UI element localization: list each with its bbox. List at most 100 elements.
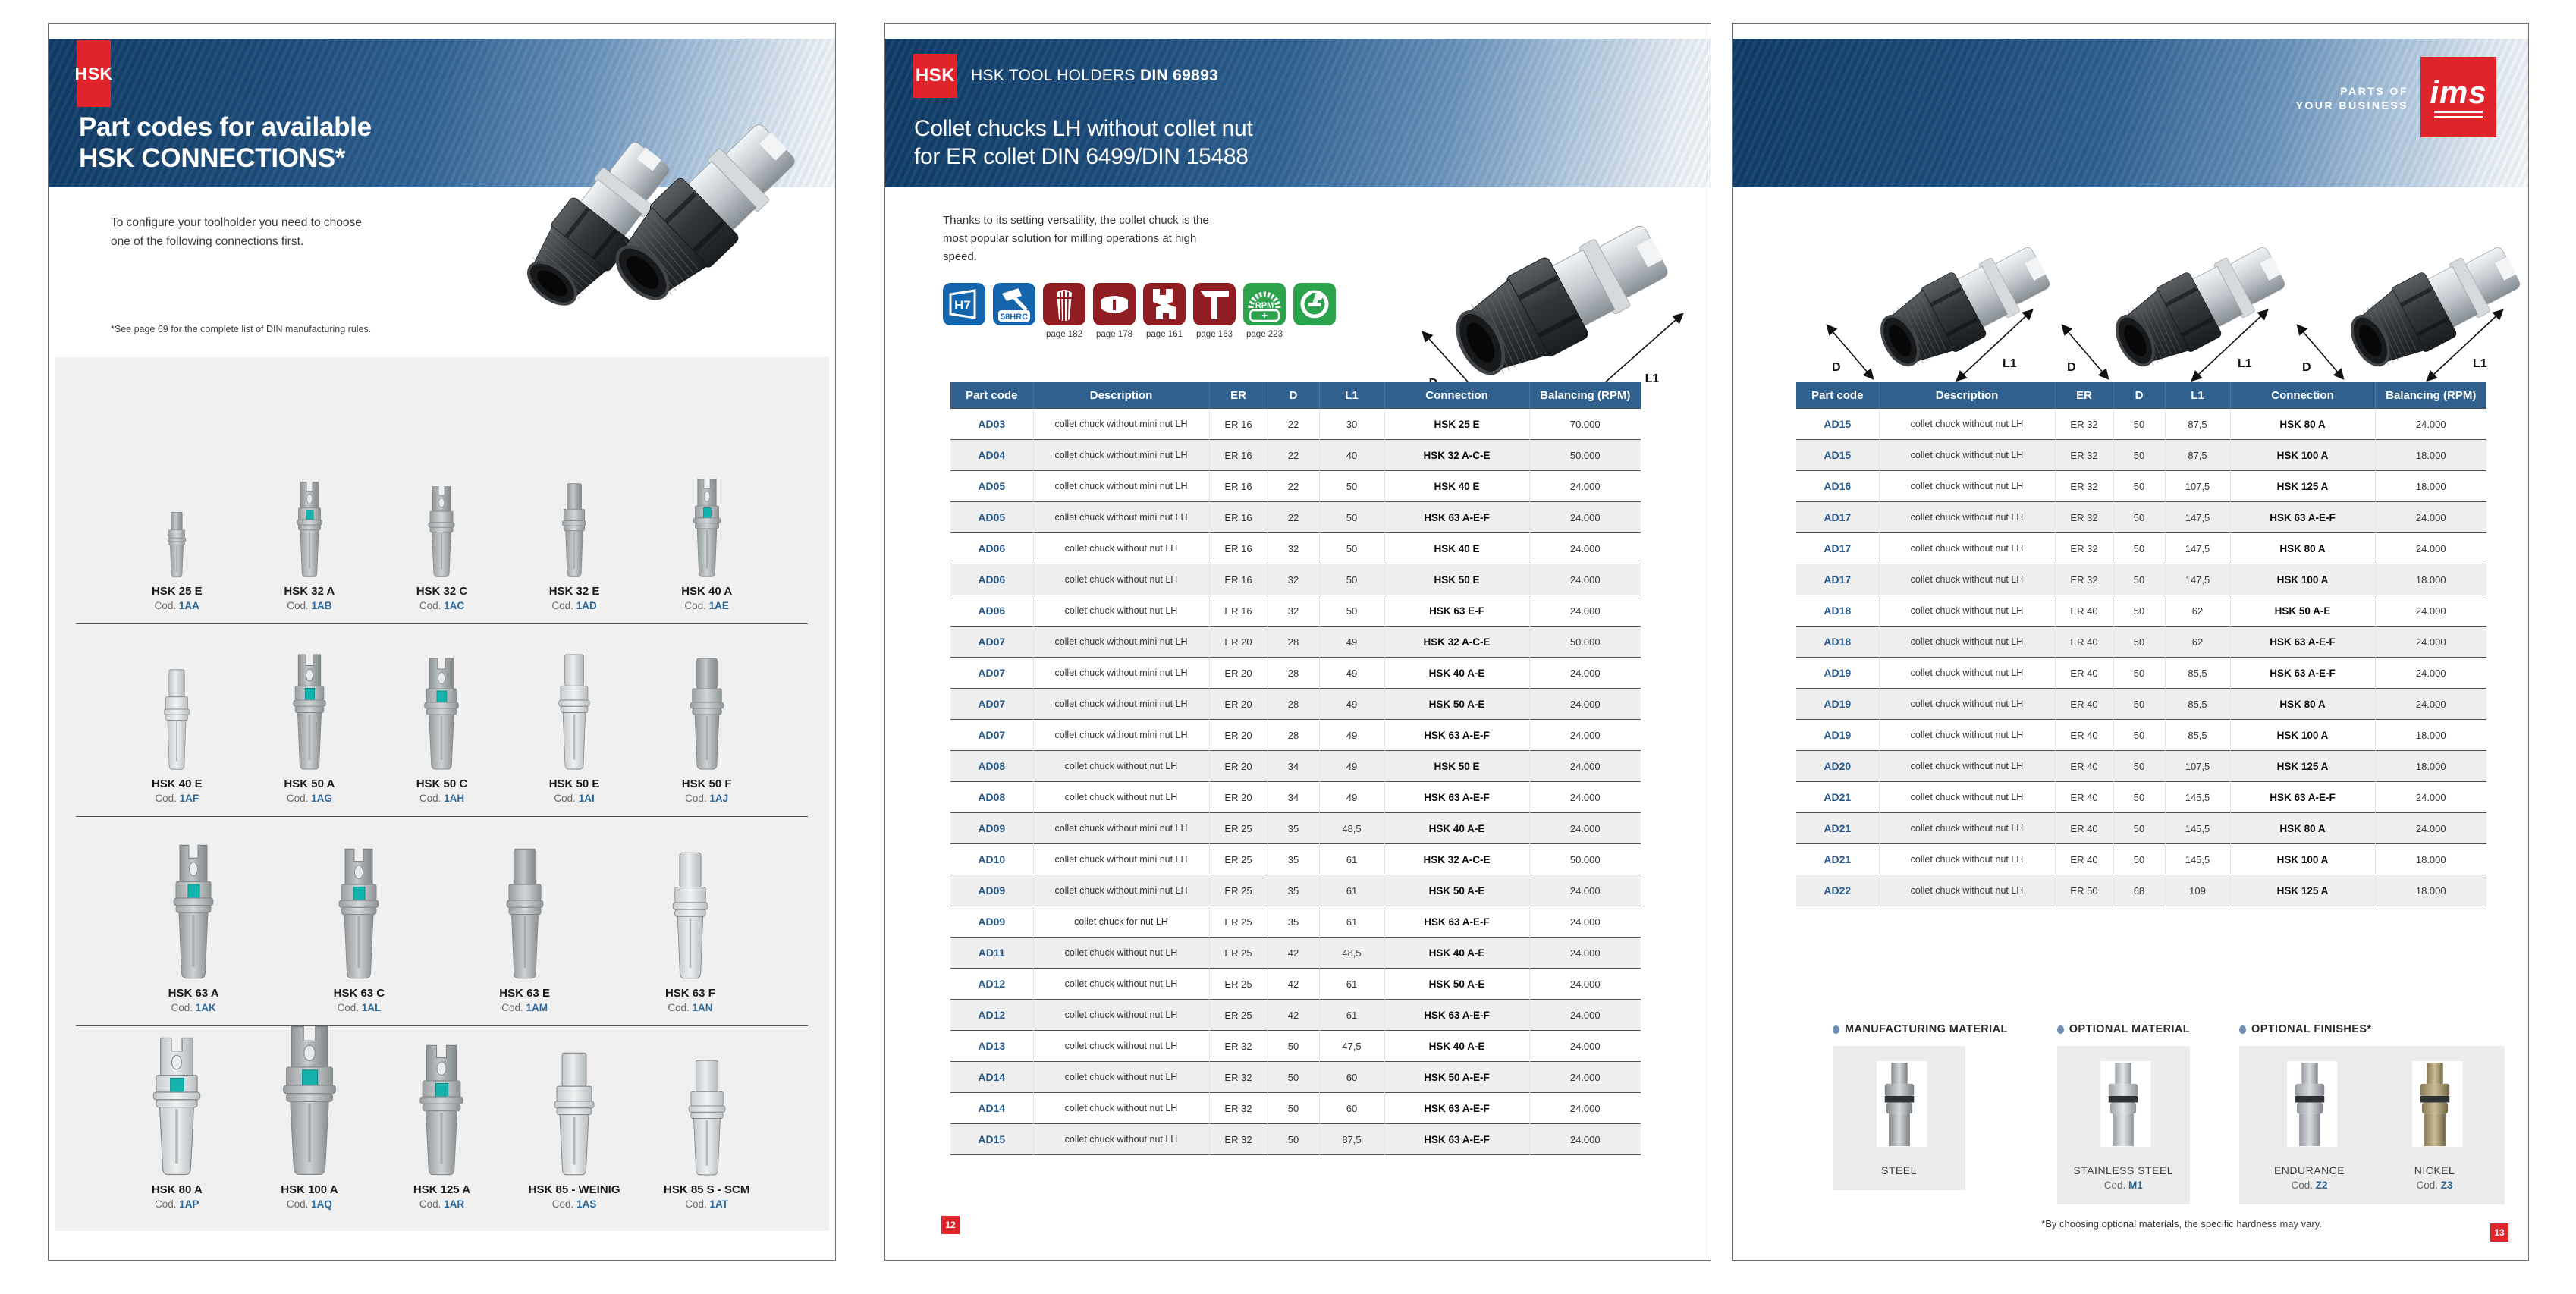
table-cell: 50 bbox=[2113, 564, 2165, 595]
table-cell: HSK 50 A-E bbox=[2229, 595, 2375, 627]
table-cell: HSK 63 A-E-F bbox=[1384, 1123, 1529, 1155]
table-cell: 24.000 bbox=[2374, 532, 2486, 564]
table-cell: HSK 40 A-E bbox=[1384, 657, 1529, 689]
parts-table: Part code Description ER D L1 Connection Balan… bbox=[950, 382, 1641, 1155]
connection-name: HSK 25 E bbox=[151, 585, 203, 598]
table-cell: 24.000 bbox=[1528, 719, 1641, 751]
table-cell: collet chuck without nut LH bbox=[1878, 750, 2055, 782]
material-item: STEEL bbox=[1842, 1061, 1956, 1176]
table-cell: collet chuck without nut LH bbox=[1878, 595, 2055, 627]
collet-chuck-photo bbox=[2326, 223, 2528, 394]
connection-code: Cod. 1AK bbox=[171, 1002, 216, 1013]
table-cell: AD19 bbox=[1824, 667, 1852, 679]
table-cell: AD08 bbox=[978, 791, 1006, 803]
intro-line1: Thanks to its setting versatility, the c… bbox=[943, 214, 1209, 227]
table-cell: 24.000 bbox=[1528, 688, 1641, 720]
table-cell: HSK 50 E bbox=[1384, 750, 1529, 782]
ims-logo-bars bbox=[2434, 110, 2483, 118]
ims-logo: ims bbox=[2420, 57, 2496, 137]
table-row: AD16 collet chuck without nut LH ER 32 50 10… bbox=[1796, 470, 2486, 502]
connection-item: HSK 50 A Cod. 1AG bbox=[243, 653, 376, 804]
table-cell: AD09 bbox=[978, 822, 1006, 834]
table-cell: 49 bbox=[1318, 688, 1384, 720]
table-cell: HSK 80 A bbox=[2229, 688, 2375, 720]
table-cell: AD05 bbox=[978, 511, 1006, 523]
table-cell: HSK 50 A-E-F bbox=[1384, 1061, 1529, 1093]
table-cell: 50 bbox=[1318, 595, 1384, 627]
dimension-annotations: D L1 bbox=[2296, 309, 2504, 382]
h7-tolerance-icon: H7 bbox=[943, 283, 985, 339]
connection-item: HSK 40 E Cod. 1AF bbox=[111, 668, 243, 804]
svg-text:+: + bbox=[1261, 309, 1268, 321]
material-section: OPTIONAL MATERIAL STAINLESS STEEL Cod. M… bbox=[2056, 1023, 2190, 1204]
table-cell: collet chuck without nut LH bbox=[1032, 1061, 1209, 1093]
toolholder-connection-image bbox=[554, 1052, 595, 1176]
connection-code: Cod. 1AP bbox=[155, 1198, 199, 1210]
connection-code: Cod. 1AF bbox=[155, 793, 199, 804]
table-cell: ER 16 bbox=[1208, 564, 1268, 595]
table-cell: 147,5 bbox=[2164, 532, 2230, 564]
material-sample-image bbox=[2411, 1061, 2462, 1148]
connection-code: Cod. 1AJ bbox=[685, 793, 729, 804]
hardness-58hrc-icon: 58HRC bbox=[993, 283, 1035, 339]
table-cell: HSK 50 A-E bbox=[1384, 688, 1529, 720]
table-cell: 50 bbox=[1267, 1061, 1319, 1093]
table-cell: AD19 bbox=[1824, 698, 1852, 710]
table-cell: collet chuck without nut LH bbox=[1032, 1030, 1209, 1062]
table-cell: 24.000 bbox=[2374, 812, 2486, 844]
connection-item: HSK 50 C Cod. 1AH bbox=[375, 657, 508, 804]
table-cell: collet chuck without nut LH bbox=[1878, 719, 2055, 751]
table-cell: HSK 50 E bbox=[1384, 564, 1529, 595]
table-cell: HSK 63 E-F bbox=[1384, 595, 1529, 627]
parts-table-container: Part code Description ER D L1 Connection Balan… bbox=[950, 382, 1641, 1155]
table-cell: 50 bbox=[2113, 719, 2165, 751]
table-cell: ER 25 bbox=[1208, 999, 1268, 1031]
toolholder-connection-image bbox=[296, 482, 322, 577]
table-cell: collet chuck without mini nut LH bbox=[1032, 875, 1209, 906]
table-cell: 50 bbox=[2113, 750, 2165, 782]
material-code: Cod. Z2 bbox=[2291, 1179, 2328, 1191]
table-cell: 50.000 bbox=[1528, 843, 1641, 875]
table-cell: 50 bbox=[2113, 501, 2165, 533]
connection-name: HSK 63 A bbox=[168, 987, 219, 1000]
table-cell: 18.000 bbox=[2374, 750, 2486, 782]
table-cell: 50.000 bbox=[1528, 626, 1641, 658]
table-cell: ER 40 bbox=[2054, 688, 2113, 720]
table-cell: collet chuck without nut LH bbox=[1878, 439, 2055, 471]
table-cell: 18.000 bbox=[2374, 439, 2486, 471]
table-row: AD17 collet chuck without nut LH ER 32 50 14… bbox=[1796, 532, 2486, 564]
table-row: AD19 collet chuck without nut LH ER 40 50 85… bbox=[1796, 719, 2486, 751]
toolholder-connection-image bbox=[693, 479, 721, 577]
connection-name: HSK 50 E bbox=[548, 777, 600, 790]
table-cell: 24.000 bbox=[1528, 1030, 1641, 1062]
clamping-key-icon: page 163 bbox=[1193, 283, 1236, 339]
column-header: Description bbox=[1878, 382, 2055, 409]
table-row: AD07 collet chuck without mini nut LH ER 2… bbox=[950, 719, 1641, 751]
column-header: Connection bbox=[1384, 382, 1529, 409]
table-cell: 32 bbox=[1267, 532, 1319, 564]
table-row: AD06 collet chuck without nut LH ER 16 32 50… bbox=[950, 532, 1641, 564]
table-row: AD05 collet chuck without mini nut LH ER 1… bbox=[950, 470, 1641, 502]
toolholder-connection-image bbox=[168, 511, 187, 578]
column-header: Balancing (RPM) bbox=[2374, 382, 2486, 409]
table-cell: ER 32 bbox=[2054, 408, 2113, 440]
hsk-brand-tab: HSK bbox=[74, 40, 112, 107]
table-cell: collet chuck without nut LH bbox=[1032, 1123, 1209, 1155]
connection-name: HSK 100 A bbox=[281, 1183, 338, 1196]
table-cell: HSK 63 A-E-F bbox=[1384, 906, 1529, 938]
table-cell: collet chuck without nut LH bbox=[1032, 937, 1209, 969]
table-cell: 18.000 bbox=[2374, 719, 2486, 751]
table-cell: AD14 bbox=[978, 1071, 1006, 1083]
dimension-l1-label: L1 bbox=[2473, 357, 2487, 370]
table-row: AD04 collet chuck without mini nut LH ER 1… bbox=[950, 439, 1641, 471]
connection-code: Cod. 1AB bbox=[287, 600, 332, 611]
table-cell: ER 25 bbox=[1208, 937, 1268, 969]
collet-chuck-image bbox=[2351, 247, 2521, 367]
table-cell: ER 40 bbox=[2054, 595, 2113, 627]
table-cell: collet chuck without mini nut LH bbox=[1032, 688, 1209, 720]
connection-item: HSK 32 A Cod. 1AB bbox=[243, 481, 376, 611]
table-cell: HSK 25 E bbox=[1384, 408, 1529, 440]
rpm-balancing-icon: RPM + page 223 bbox=[1243, 283, 1286, 339]
table-cell: 24.000 bbox=[1528, 657, 1641, 689]
material-sample-image bbox=[1876, 1061, 1927, 1148]
